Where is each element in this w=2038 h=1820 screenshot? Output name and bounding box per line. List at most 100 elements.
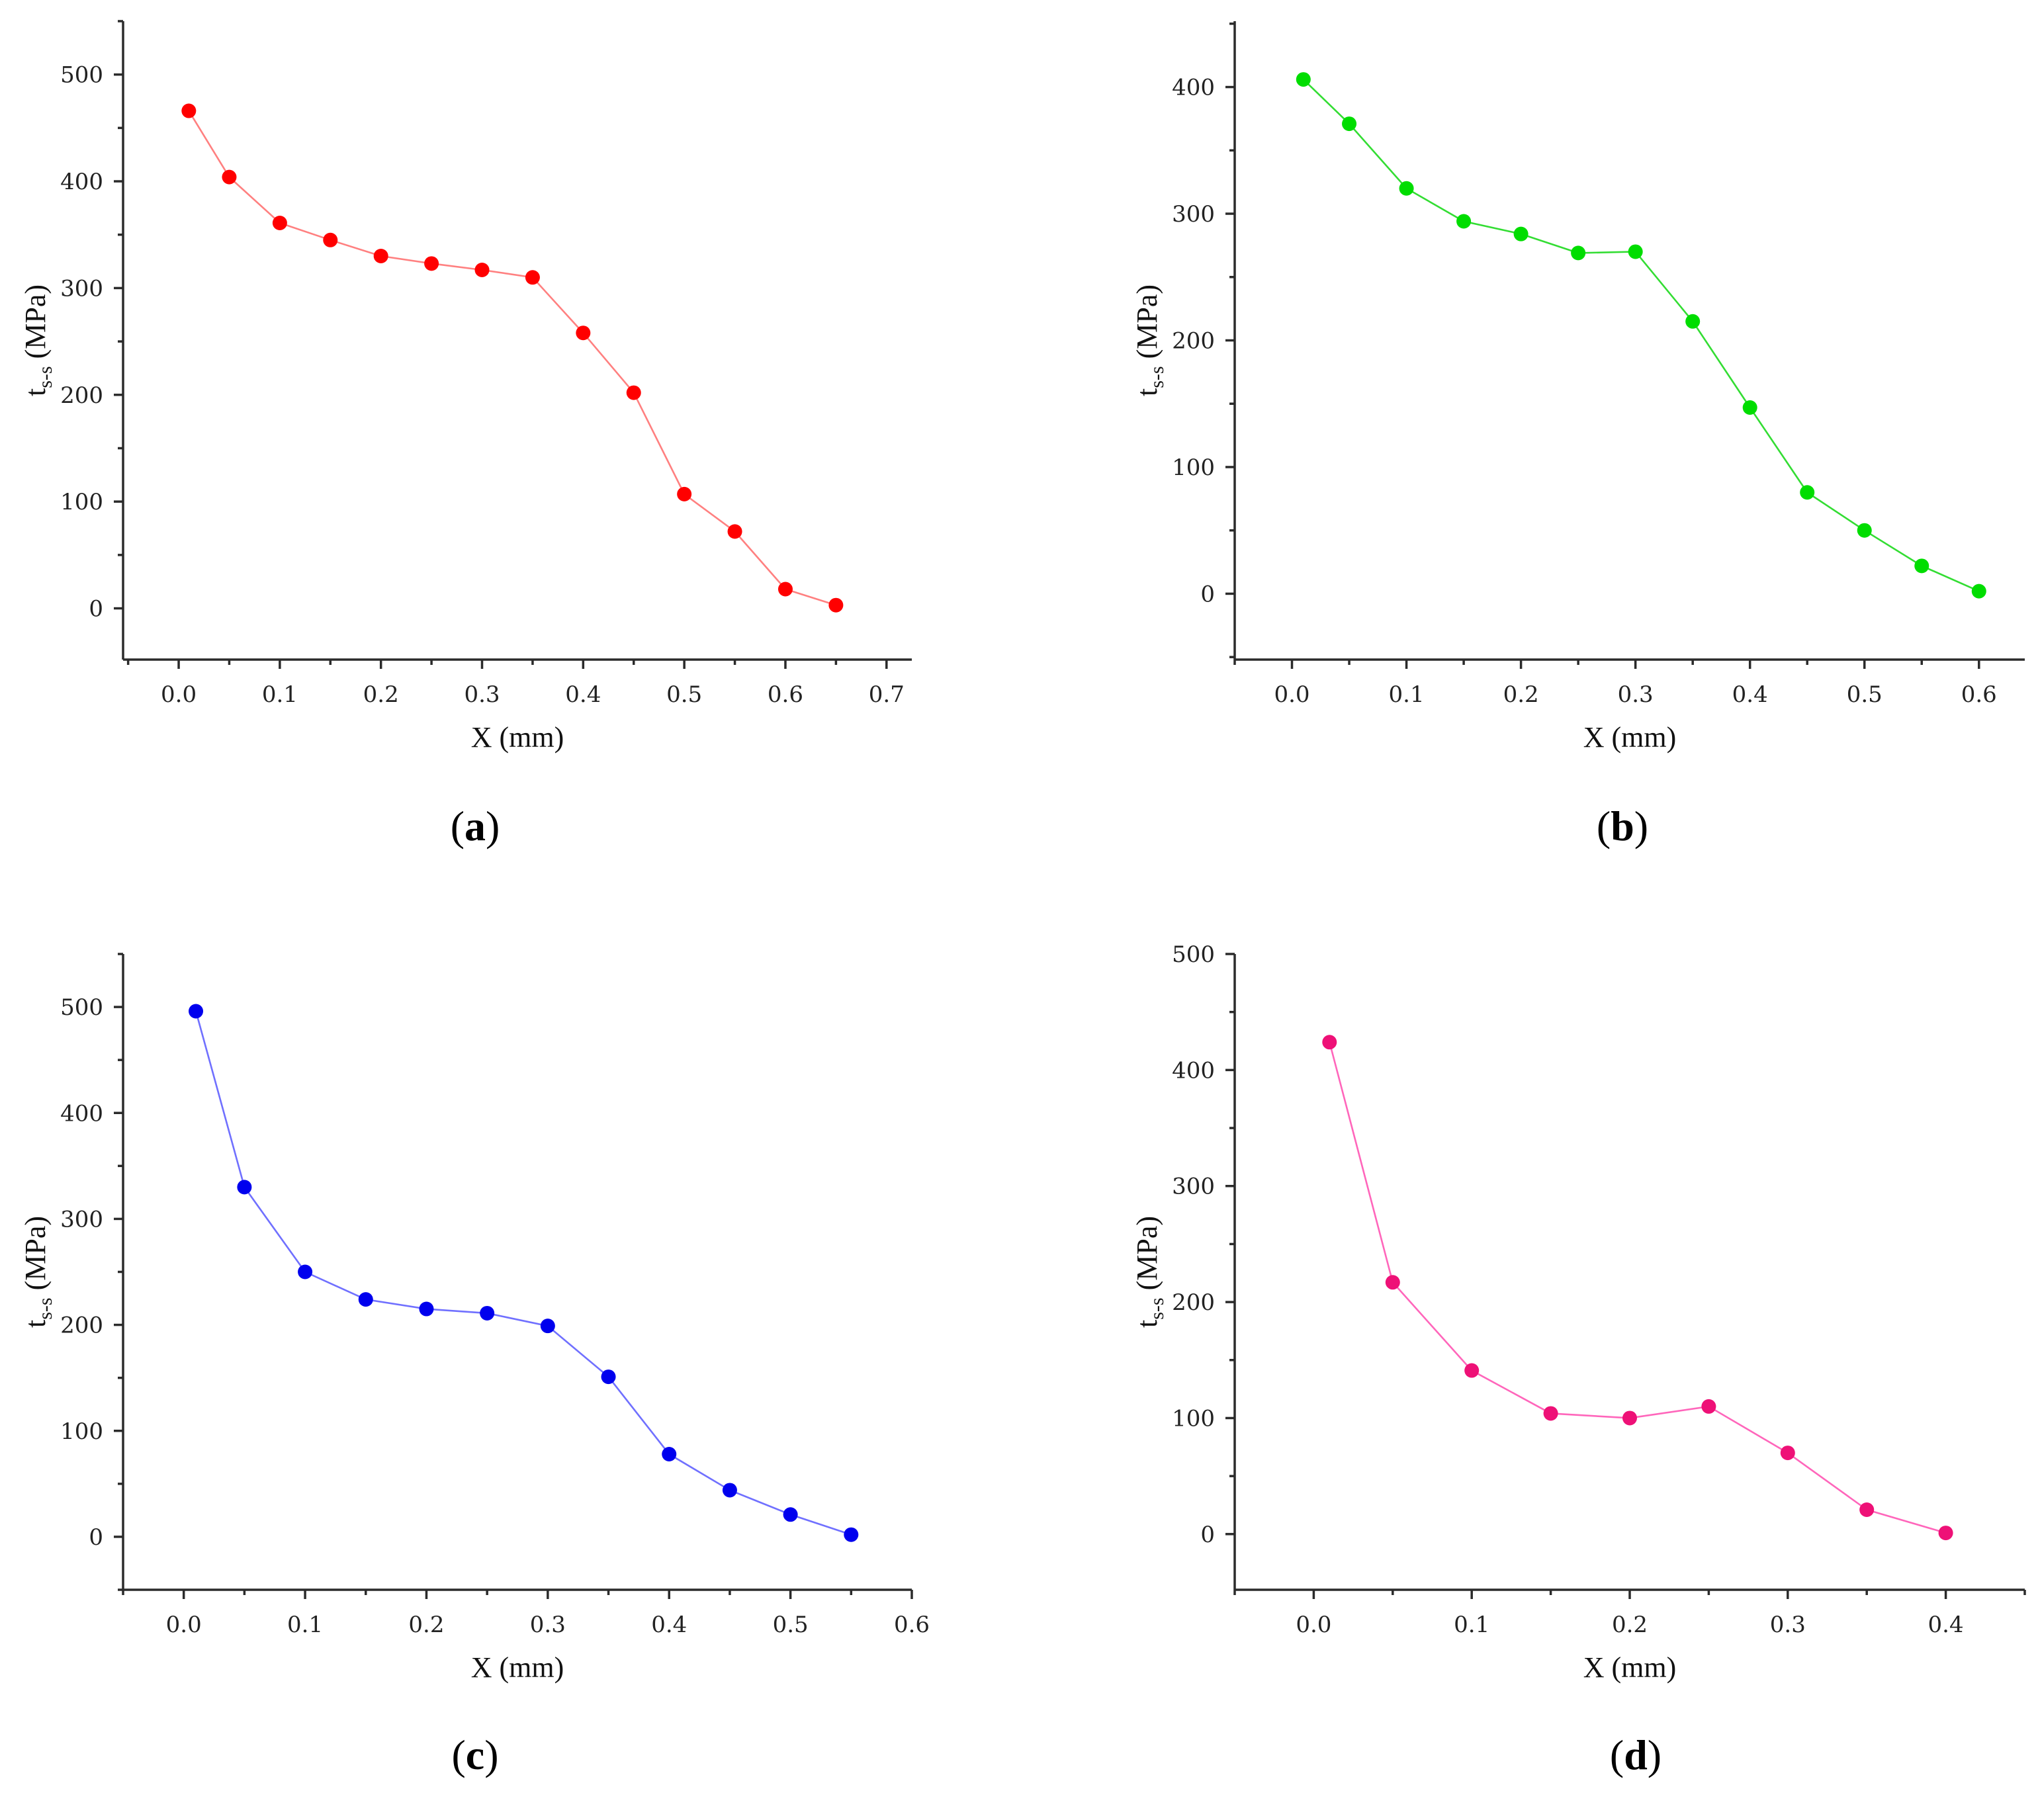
x-tick-label-b: 0.6 — [1961, 681, 1997, 708]
y-axis-title-b: ts-s (MPa) — [1131, 284, 1168, 396]
series-line-d — [1329, 1041, 1946, 1534]
data-point-a — [373, 249, 388, 264]
x-axis-title-d: X (mm) — [1583, 1651, 1677, 1684]
y-tick-label-b: 100 — [1172, 455, 1215, 481]
x-tick-label-c: 0.0 — [166, 1612, 202, 1638]
x-tick-label-a: 0.2 — [363, 681, 399, 708]
data-point-a — [677, 486, 692, 501]
y-tick-label-a: 300 — [60, 275, 103, 302]
data-point-a — [474, 262, 490, 277]
data-point-c — [601, 1369, 616, 1385]
data-point-a — [727, 524, 742, 539]
data-point-b — [1628, 244, 1643, 259]
y-tick-label-b: 0 — [1200, 581, 1215, 607]
data-point-b — [1399, 181, 1414, 196]
x-tick-label-b: 0.1 — [1389, 681, 1425, 708]
data-point-c — [844, 1527, 859, 1542]
x-tick-label-a: 0.1 — [262, 681, 298, 708]
x-tick-label-b: 0.0 — [1274, 681, 1309, 708]
data-point-a — [272, 215, 287, 230]
data-point-a — [777, 582, 793, 597]
data-point-c — [722, 1483, 737, 1498]
y-tick-label-d: 100 — [1172, 1405, 1215, 1432]
data-point-b — [1456, 214, 1472, 229]
data-point-d — [1780, 1446, 1795, 1461]
x-tick-label-c: 0.6 — [894, 1612, 930, 1638]
y-tick-label-c: 400 — [60, 1100, 103, 1127]
y-tick-label-c: 300 — [60, 1206, 103, 1233]
x-tick-label-d: 0.1 — [1454, 1612, 1489, 1638]
data-point-c — [298, 1264, 313, 1279]
x-tick-label-a: 0.3 — [464, 681, 500, 708]
data-point-c — [237, 1180, 252, 1195]
y-tick-label-c: 0 — [89, 1524, 103, 1551]
y-tick-label-d: 0 — [1200, 1522, 1215, 1548]
y-tick-label-a: 0 — [89, 596, 103, 623]
data-point-b — [1742, 400, 1757, 415]
y-tick-label-a: 500 — [60, 62, 103, 89]
y-tick-label-d: 300 — [1172, 1174, 1215, 1200]
y-tick-label-d: 200 — [1172, 1289, 1215, 1316]
y-tick-label-c: 500 — [60, 994, 103, 1021]
data-point-d — [1464, 1363, 1480, 1378]
data-point-a — [525, 270, 540, 285]
x-axis-title-a: X (mm) — [471, 721, 564, 754]
data-point-c — [662, 1446, 677, 1461]
y-tick-label-c: 200 — [60, 1313, 103, 1339]
series-line-a — [188, 110, 836, 606]
y-tick-label-b: 300 — [1172, 201, 1215, 228]
x-tick-label-a: 0.5 — [666, 681, 702, 708]
x-tick-label-c: 0.5 — [773, 1612, 809, 1638]
x-tick-label-c: 0.1 — [287, 1612, 323, 1638]
series-line-c — [195, 1011, 852, 1536]
x-tick-label-c: 0.2 — [408, 1612, 444, 1638]
chart-panel-a: 0 100 200 300 400 500 0.0 0.1 0.2 0.3 0.4 0.5 0.6 0.7… — [19, 20, 912, 849]
data-point-d — [1322, 1035, 1337, 1050]
x-tick-label-a: 0.0 — [161, 681, 197, 708]
data-point-c — [540, 1319, 555, 1334]
panel-caption-d: (d) — [1610, 1731, 1661, 1778]
data-point-b — [1914, 558, 1929, 574]
x-tick-label-a: 0.6 — [768, 681, 803, 708]
data-point-a — [222, 169, 237, 185]
x-tick-label-b: 0.5 — [1847, 681, 1883, 708]
data-point-c — [358, 1292, 373, 1307]
x-tick-label-c: 0.3 — [530, 1612, 566, 1638]
x-tick-label-b: 0.2 — [1503, 681, 1539, 708]
y-tick-label-c: 100 — [60, 1418, 103, 1445]
data-point-b — [1685, 314, 1701, 329]
panel-caption-c: (c) — [451, 1731, 498, 1778]
x-axis-title-c: X (mm) — [471, 1651, 564, 1684]
data-point-d — [1701, 1399, 1716, 1414]
x-tick-label-d: 0.4 — [1928, 1612, 1964, 1638]
data-point-b — [1971, 584, 1986, 599]
data-point-d — [1859, 1502, 1875, 1517]
data-point-a — [323, 232, 338, 247]
data-point-b — [1800, 485, 1815, 500]
y-tick-label-a: 200 — [60, 382, 103, 409]
x-tick-label-a: 0.7 — [869, 681, 905, 708]
y-tick-label-d: 400 — [1172, 1057, 1215, 1084]
y-axis-title-c: ts-s (MPa) — [19, 1216, 56, 1328]
data-point-a — [828, 597, 844, 613]
x-axis-title-b: X (mm) — [1583, 721, 1677, 754]
x-tick-label-d: 0.0 — [1296, 1612, 1331, 1638]
data-point-b — [1296, 72, 1311, 87]
x-tick-label-d: 0.2 — [1612, 1612, 1648, 1638]
x-tick-label-a: 0.4 — [565, 681, 601, 708]
data-point-c — [480, 1305, 495, 1321]
data-point-b — [1513, 226, 1528, 241]
data-point-d — [1938, 1526, 1953, 1541]
data-point-b — [1342, 116, 1357, 132]
data-point-b — [1571, 245, 1586, 261]
chart-panel-b: 0 100 200 300 400 0.0 0.1 0.2 0.3 0.4 0.5 0.6 X (mm)… — [1131, 21, 2025, 849]
series-line-b — [1302, 79, 1980, 592]
x-tick-label-b: 0.4 — [1732, 681, 1768, 708]
data-point-d — [1543, 1406, 1558, 1421]
y-axis-title-a: ts-s (MPa) — [19, 284, 56, 396]
y-tick-label-b: 200 — [1172, 328, 1215, 355]
y-tick-label-a: 400 — [60, 169, 103, 195]
y-tick-label-a: 100 — [60, 489, 103, 515]
data-point-a — [626, 385, 641, 400]
